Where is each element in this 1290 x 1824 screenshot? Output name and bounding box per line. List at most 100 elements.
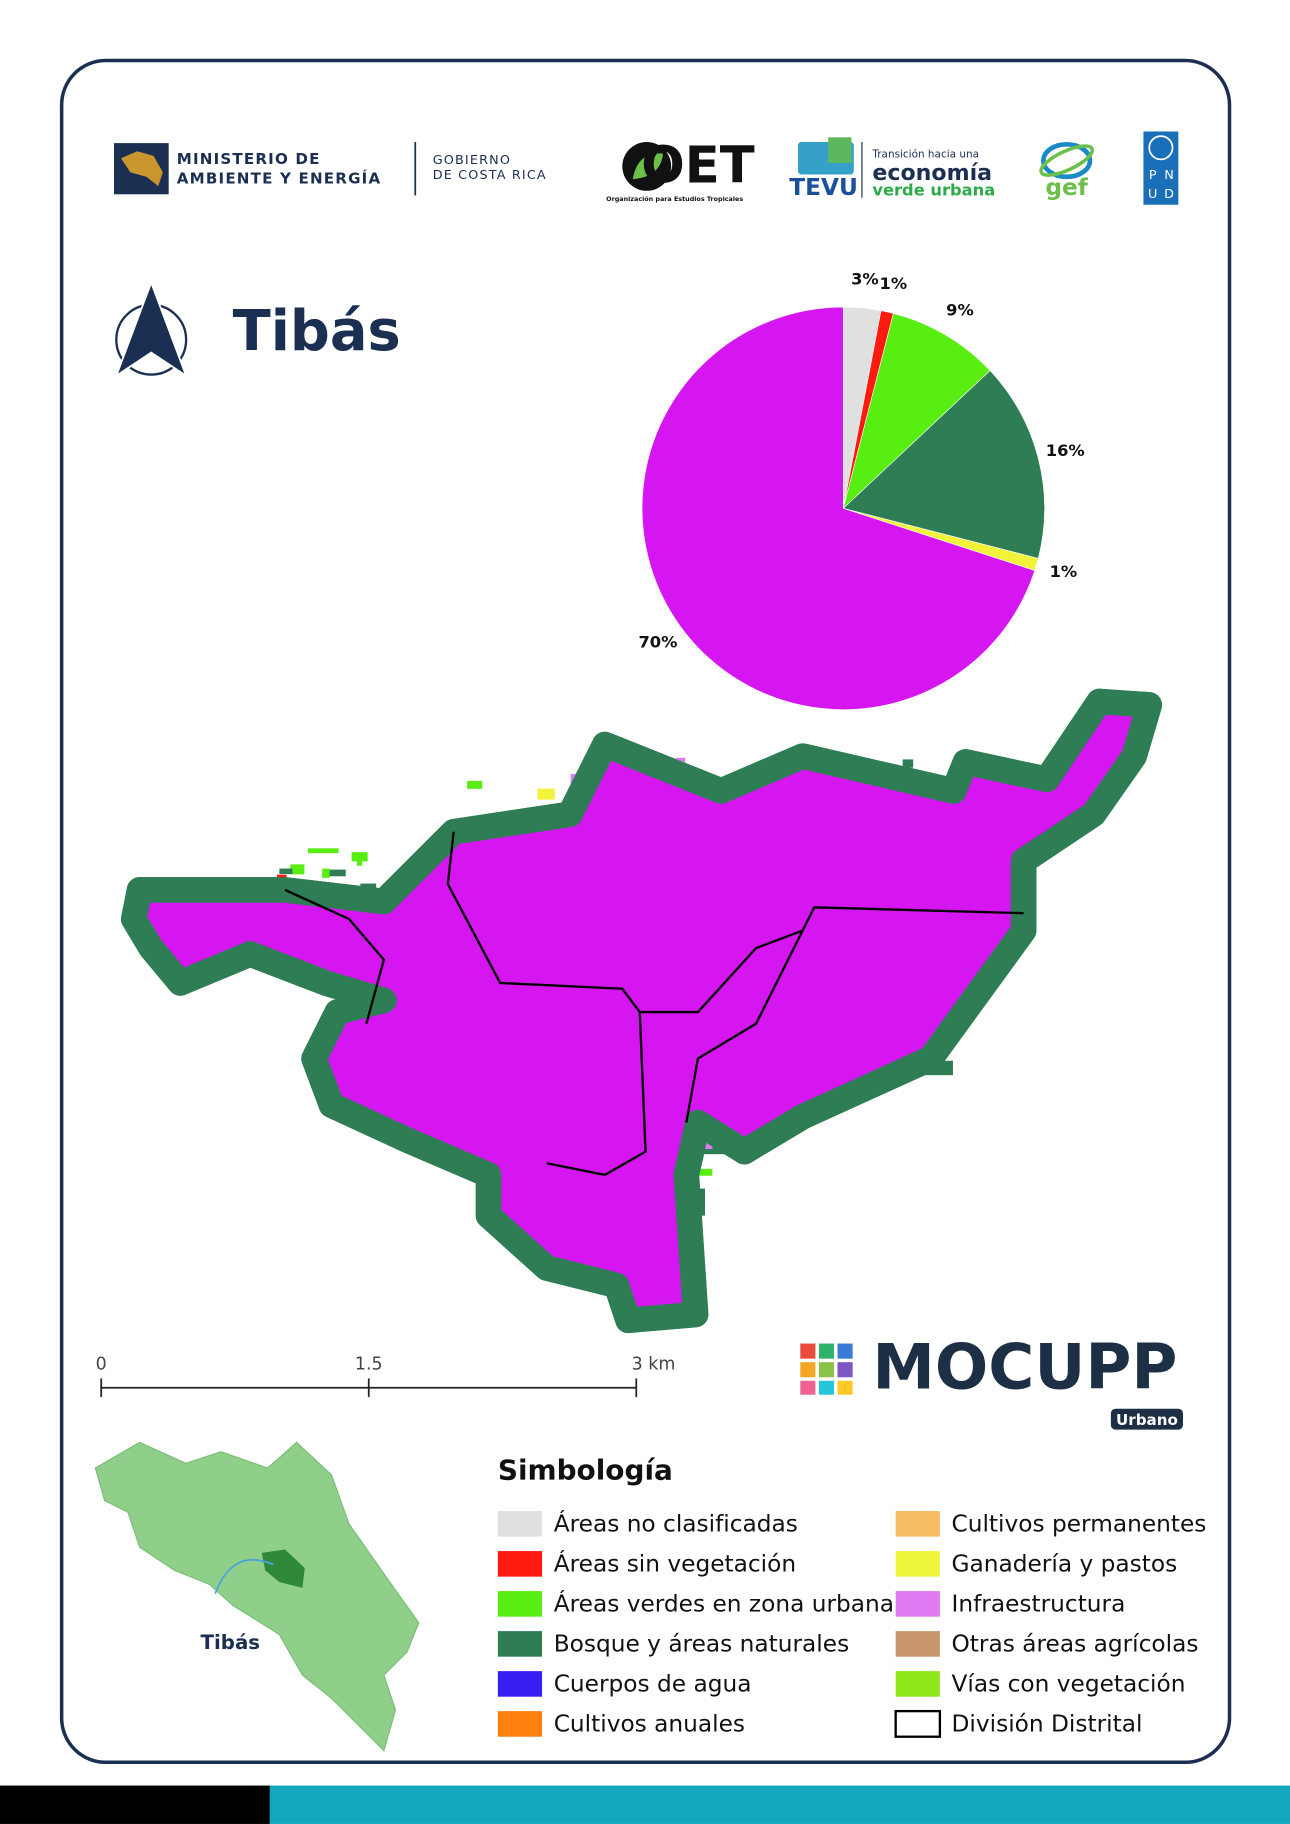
brand-badge-text: Urbano	[1116, 1411, 1178, 1429]
legend-swatch	[497, 1711, 543, 1737]
tevu-tagline: Transición hacia una	[871, 149, 979, 161]
pnud-letter: D	[1164, 187, 1174, 202]
pnud-emblem	[1148, 135, 1174, 161]
gef-ring	[1039, 144, 1095, 177]
logo-square	[837, 1362, 853, 1378]
ministry-logo-map	[120, 151, 163, 187]
legend-swatch	[895, 1511, 940, 1537]
pie-slice	[641, 306, 1036, 710]
oet-leaf	[632, 153, 664, 180]
footer-bar-teal	[269, 1785, 1290, 1824]
legend-label: Vías con vegetación	[952, 1671, 1186, 1698]
pie-label: 1%	[1050, 562, 1078, 581]
mocupp-logo: MOCUPP Urbano	[800, 1331, 1183, 1430]
inset-pointer	[214, 1558, 274, 1594]
legend-swatch	[497, 1591, 543, 1617]
legend-swatch	[894, 1709, 942, 1738]
brand-name: MOCUPP	[872, 1331, 1177, 1404]
district-border	[639, 906, 1024, 1014]
pnud-letter: U	[1148, 187, 1157, 202]
scale-label: 3 km	[632, 1354, 676, 1374]
legend-swatch	[895, 1591, 940, 1617]
pie-label: 1%	[880, 274, 908, 293]
ministry-line: MINISTERIO DE	[177, 150, 321, 168]
land-patch	[322, 868, 330, 878]
pie-label: 3%	[851, 270, 879, 289]
gef-text: gef	[1045, 174, 1088, 201]
pie-slice	[842, 370, 1045, 559]
land-cover-map	[120, 688, 1149, 1334]
tevu-icon	[828, 137, 852, 163]
header: MINISTERIO DE AMBIENTE Y ENERGÍA GOBIERN…	[113, 131, 1179, 205]
pie-slice	[842, 313, 991, 510]
tevu-tagline: economía	[872, 160, 992, 186]
scale-bar: 0 1.5 3 km	[96, 1354, 676, 1398]
land-patch	[307, 848, 339, 854]
logo-square	[837, 1380, 853, 1395]
land-patch	[467, 780, 483, 789]
ministry-line: AMBIENTE Y ENERGÍA	[177, 169, 382, 188]
north-arrowhead	[114, 280, 188, 378]
land-patch	[356, 854, 363, 866]
legend-swatch	[497, 1631, 543, 1657]
pnud-letter: N	[1164, 168, 1174, 183]
land-patch	[290, 864, 305, 875]
inset-map: Tibás	[94, 1441, 420, 1752]
logo-square	[800, 1343, 816, 1359]
north-arrow	[114, 280, 188, 378]
land-patch	[279, 868, 293, 875]
legend-label: Infraestructura	[952, 1591, 1126, 1618]
legend-swatch	[497, 1511, 543, 1537]
footer-bar-dark	[0, 1785, 270, 1824]
legend-title: Simbología	[498, 1454, 673, 1487]
country	[94, 1441, 420, 1752]
logo-square	[800, 1380, 816, 1395]
legend-label: Ganadería y pastos	[952, 1551, 1178, 1578]
logo-square	[818, 1380, 835, 1395]
pie-label: 9%	[946, 301, 974, 320]
scale-label: 1.5	[355, 1354, 383, 1374]
legend-label: Otras áreas agrícolas	[952, 1631, 1199, 1658]
legend-label: Cultivos permanentes	[952, 1511, 1207, 1538]
logo-square	[818, 1362, 835, 1378]
land-patch	[327, 869, 346, 877]
district-border	[685, 930, 804, 1123]
pie-chart: 3% 1%9%16%1%70%	[638, 270, 1085, 710]
legend-swatch	[497, 1551, 543, 1577]
legend-swatch	[895, 1551, 940, 1577]
brand-badge	[1110, 1408, 1183, 1430]
logo-square	[800, 1362, 816, 1378]
legend-label: Cuerpos de agua	[554, 1671, 752, 1698]
legend-label: Áreas no clasificadas	[554, 1510, 798, 1538]
district-border	[446, 831, 647, 1177]
logo-square	[818, 1343, 835, 1359]
land-patch	[902, 759, 914, 768]
legend-swatch	[895, 1631, 940, 1657]
legend-label: Áreas sin vegetación	[554, 1550, 796, 1578]
district-border	[284, 888, 386, 1024]
government-line: GOBIERNO	[433, 153, 511, 168]
legend-swatch	[895, 1671, 940, 1697]
map-title: Tibás	[233, 299, 401, 364]
oet-subtitle: Organización para Estudios Tropicales	[606, 195, 743, 203]
legend-swatch	[497, 1671, 543, 1697]
land-patch	[694, 1168, 713, 1176]
legend-label: Bosque y áreas naturales	[554, 1631, 850, 1658]
legend-label: Cultivos anuales	[554, 1711, 745, 1738]
land-patch	[694, 1146, 730, 1155]
inset-label: Tibás	[201, 1631, 261, 1654]
tevu-text: TEVU	[789, 174, 858, 201]
tevu-tagline: verde urbana	[872, 180, 995, 199]
gef-ring	[1041, 141, 1093, 180]
land-patch	[537, 788, 555, 800]
government-line: DE COSTA RICA	[433, 168, 547, 183]
pnud-letter: P	[1149, 168, 1157, 183]
inset-highlight	[261, 1549, 305, 1588]
legend: Áreas no clasificadas Áreas sin vegetació…	[497, 1510, 1207, 1738]
legend-label: División Distrital	[952, 1711, 1143, 1738]
legend-label: Áreas verdes en zona urbana	[554, 1590, 894, 1618]
pie-label: 70%	[638, 633, 677, 652]
logo-square	[837, 1343, 853, 1359]
